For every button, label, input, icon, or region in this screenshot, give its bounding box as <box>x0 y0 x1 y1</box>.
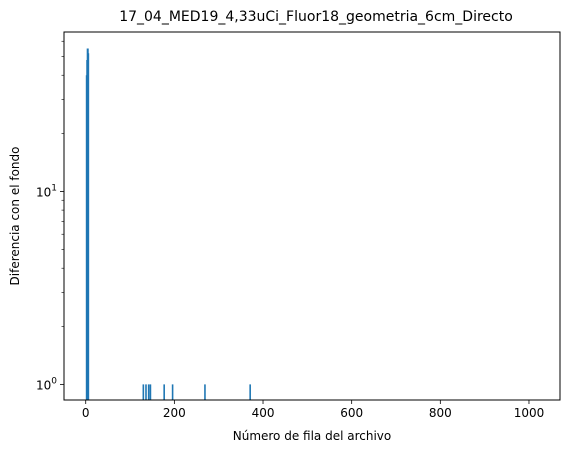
x-ticks: 0 200 400 600 800 1000 <box>82 400 544 420</box>
y-major-ticks: 100 101 <box>36 183 64 392</box>
chart-title: 17_04_MED19_4,33uCi_Fluor18_geometria_6c… <box>119 9 513 25</box>
y-tick-label-0: 100 <box>36 376 57 392</box>
x-tick-label-3: 600 <box>340 406 363 420</box>
x-tick-label-0: 0 <box>82 406 90 420</box>
bars <box>85 48 251 400</box>
y-axis-label: Diferencia con el fondo <box>8 147 22 286</box>
x-axis-label: Número de fila del archivo <box>233 429 392 443</box>
x-tick-label-5: 1000 <box>514 406 545 420</box>
x-tick-label-4: 800 <box>429 406 452 420</box>
x-tick-label-2: 400 <box>252 406 275 420</box>
x-tick-label-1: 200 <box>163 406 186 420</box>
plot-frame <box>63 31 561 401</box>
y-tick-label-1: 101 <box>36 183 57 199</box>
